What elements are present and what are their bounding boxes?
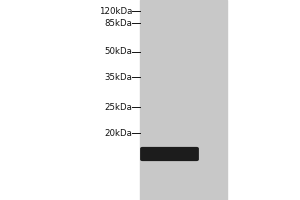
Text: 120kDa: 120kDa: [99, 6, 132, 16]
Text: 20kDa: 20kDa: [104, 129, 132, 138]
Text: 25kDa: 25kDa: [104, 102, 132, 112]
Bar: [140, 0, 226, 200]
Text: 35kDa: 35kDa: [104, 72, 132, 82]
FancyBboxPatch shape: [140, 147, 199, 161]
Text: 85kDa: 85kDa: [104, 19, 132, 27]
Text: 50kDa: 50kDa: [104, 47, 132, 56]
